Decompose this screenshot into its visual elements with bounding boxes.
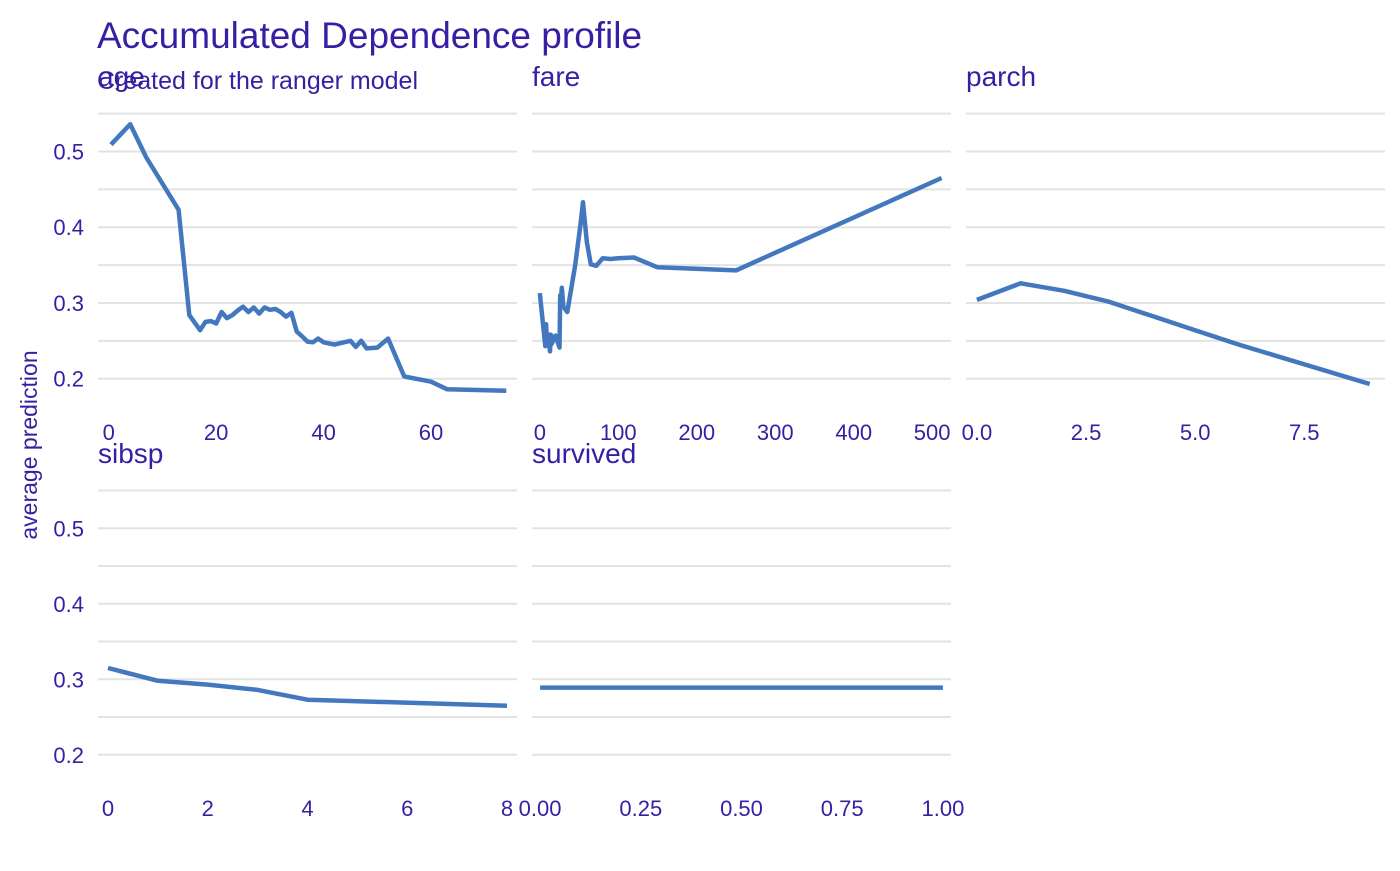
y-tick-label: 0.5: [53, 516, 84, 541]
strip-label-survived: survived: [532, 438, 636, 469]
series-line-fare: [537, 175, 943, 354]
x-tick-label: 100: [600, 420, 637, 445]
series-line-sibsp: [107, 665, 508, 708]
y-tick-label: 0.3: [53, 667, 84, 692]
panel-sibsp: sibsp 0 2 4 6 8 0.2 0.3 0.4 0.5: [53, 438, 517, 821]
x-tick-label: 6: [401, 796, 413, 821]
x-tick-label: 400: [835, 420, 872, 445]
strip-label-age: age: [98, 61, 145, 92]
series-line-age: [109, 121, 507, 394]
x-tick-label: 0: [534, 420, 546, 445]
panel-fare: fare 0 100 200 300 400 500: [532, 61, 951, 445]
chart-subtitle: Created for the ranger model: [97, 67, 418, 95]
strip-label-sibsp: sibsp: [98, 438, 163, 469]
y-tick-label: 0.4: [53, 592, 84, 617]
strip-label-fare: fare: [532, 61, 580, 92]
x-tick-label: 7.5: [1289, 420, 1320, 445]
x-tick-label: 60: [419, 420, 443, 445]
x-tick-label: 300: [757, 420, 794, 445]
panel-age: age 0 20 40 60 0.2 0.3 0.4 0.5: [53, 61, 517, 445]
x-tick-label: 2.5: [1071, 420, 1102, 445]
x-tick-label: 5.0: [1180, 420, 1211, 445]
x-tick-label: 200: [678, 420, 715, 445]
x-tick-label: 0.00: [519, 796, 562, 821]
series-line-parch: [976, 281, 1371, 387]
y-tick-label: 0.2: [53, 367, 84, 392]
y-axis-label: average prediction: [16, 350, 42, 539]
x-tick-label: 40: [311, 420, 335, 445]
x-tick-label: 500: [914, 420, 951, 445]
x-tick-label: 0.50: [720, 796, 763, 821]
strip-label-parch: parch: [966, 61, 1036, 92]
panel-parch: parch 0.0 2.5 5.0 7.5: [962, 61, 1385, 445]
x-tick-label: 2: [202, 796, 214, 821]
y-tick-label: 0.4: [53, 215, 84, 240]
panel-survived: survived 0.00 0.25 0.50 0.75 1.00: [519, 438, 965, 821]
x-tick-label: 0: [102, 796, 114, 821]
x-tick-label: 0.0: [962, 420, 993, 445]
x-tick-label: 1.00: [922, 796, 965, 821]
chart-title: Accumulated Dependence profile: [97, 15, 642, 56]
y-tick-label: 0.5: [53, 139, 84, 164]
y-tick-label: 0.3: [53, 291, 84, 316]
y-tick-label: 0.2: [53, 743, 84, 768]
x-tick-label: 20: [204, 420, 228, 445]
x-tick-label: 0.25: [619, 796, 662, 821]
x-tick-label: 4: [301, 796, 313, 821]
x-tick-label: 8: [501, 796, 513, 821]
x-tick-label: 0.75: [821, 796, 864, 821]
x-tick-label: 0: [103, 420, 115, 445]
